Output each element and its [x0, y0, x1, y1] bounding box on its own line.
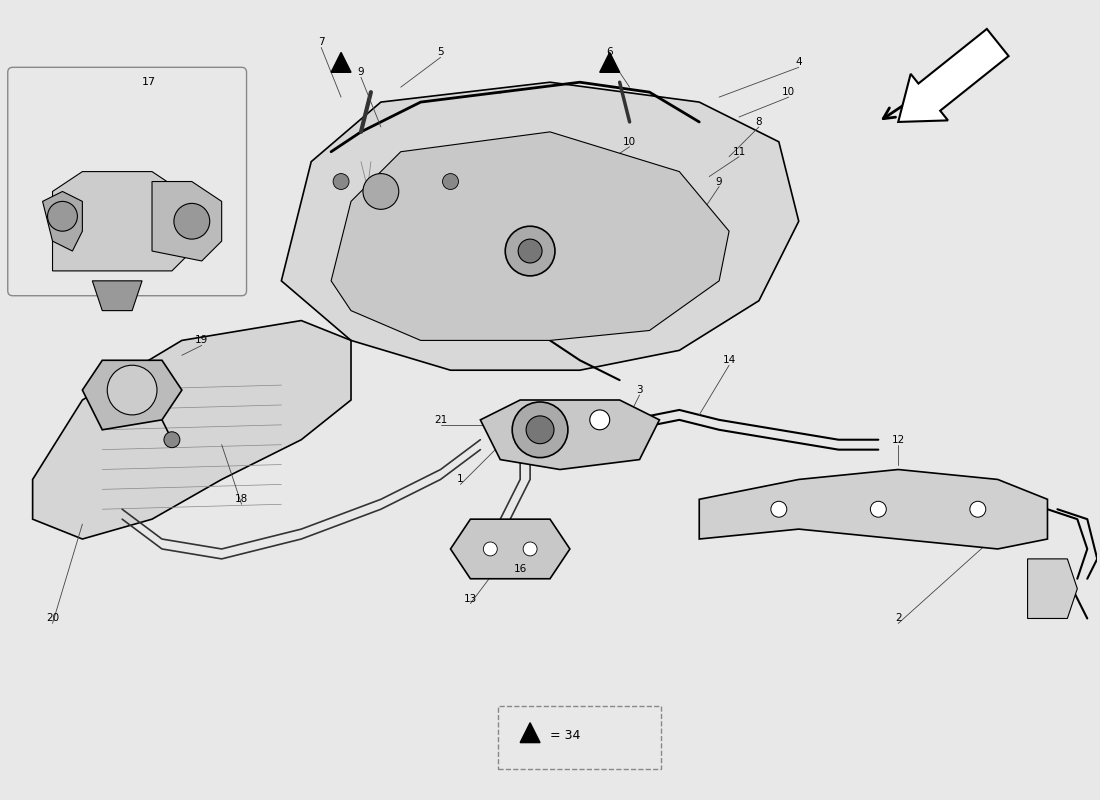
Polygon shape [43, 191, 82, 251]
Polygon shape [481, 400, 659, 470]
Text: 10: 10 [782, 87, 795, 97]
Circle shape [870, 502, 887, 517]
Polygon shape [82, 360, 182, 430]
Text: 19: 19 [195, 335, 208, 346]
Polygon shape [282, 82, 799, 370]
Text: 17: 17 [142, 78, 156, 87]
Text: 6: 6 [606, 47, 613, 58]
Polygon shape [331, 53, 351, 72]
Circle shape [590, 410, 609, 430]
Text: 21: 21 [433, 415, 448, 425]
Text: 14: 14 [723, 355, 736, 366]
Polygon shape [520, 722, 540, 742]
Text: 1: 1 [458, 474, 464, 485]
Polygon shape [1027, 559, 1077, 618]
Circle shape [518, 239, 542, 263]
Polygon shape [600, 53, 619, 72]
Circle shape [970, 502, 986, 517]
Circle shape [513, 402, 568, 458]
Text: 8: 8 [756, 117, 762, 127]
Text: 12: 12 [892, 434, 905, 445]
Polygon shape [152, 182, 222, 261]
Circle shape [174, 203, 210, 239]
Text: 3: 3 [636, 385, 642, 395]
FancyBboxPatch shape [498, 706, 661, 770]
Circle shape [483, 542, 497, 556]
Circle shape [771, 502, 786, 517]
Circle shape [333, 174, 349, 190]
FancyArrow shape [899, 29, 1009, 122]
Text: 10: 10 [623, 137, 636, 147]
Circle shape [442, 174, 459, 190]
Text: 11: 11 [733, 146, 746, 157]
Text: 2: 2 [895, 614, 902, 623]
Circle shape [363, 174, 399, 210]
Text: 13: 13 [464, 594, 477, 604]
FancyBboxPatch shape [8, 67, 246, 296]
Circle shape [505, 226, 556, 276]
Text: = 34: = 34 [550, 729, 581, 742]
Text: 20: 20 [46, 614, 59, 623]
Polygon shape [53, 171, 191, 271]
Circle shape [524, 542, 537, 556]
Text: 18: 18 [235, 494, 249, 504]
Text: 4: 4 [795, 58, 802, 67]
Polygon shape [700, 470, 1047, 549]
Circle shape [107, 366, 157, 415]
Text: 16: 16 [514, 564, 527, 574]
Text: 7: 7 [318, 38, 324, 47]
Text: 5: 5 [437, 47, 444, 58]
Circle shape [526, 416, 554, 444]
Polygon shape [33, 321, 351, 539]
Text: 9: 9 [716, 177, 723, 186]
Polygon shape [331, 132, 729, 341]
Circle shape [47, 202, 77, 231]
Circle shape [164, 432, 180, 448]
Text: 9: 9 [358, 67, 364, 78]
Polygon shape [92, 281, 142, 310]
Polygon shape [451, 519, 570, 578]
